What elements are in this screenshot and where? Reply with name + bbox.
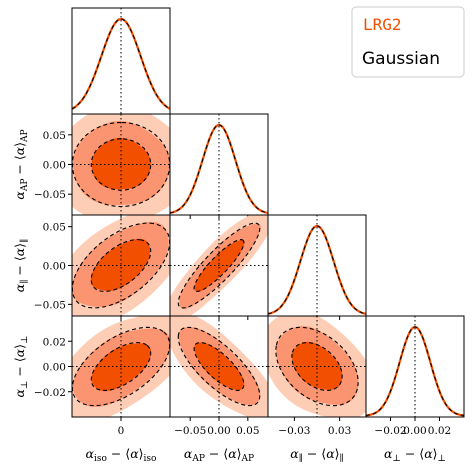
x-tick-label: −0.05 xyxy=(174,425,206,437)
panels-layer xyxy=(68,7,465,421)
y-axis-label-par: α∥ − ⟨α⟩∥ xyxy=(12,239,30,292)
x-axis-label-perp: α⊥ − ⟨α⟩⊥ xyxy=(384,446,446,464)
x-tick-label: 0.00 xyxy=(207,425,230,437)
panel-content xyxy=(170,316,268,417)
x-tick-label: 0 xyxy=(118,425,125,437)
contour-gaussian xyxy=(275,326,359,407)
x-tick-label: −0.03 xyxy=(278,425,310,437)
contour-gaussian xyxy=(177,222,261,309)
contour-gaussian xyxy=(90,342,152,391)
panel-content xyxy=(72,114,170,215)
x-tick-label: 0.00 xyxy=(403,425,426,437)
panel-perp-iso xyxy=(68,315,171,421)
panel-content xyxy=(72,8,170,114)
panel-AP-AP xyxy=(169,113,269,219)
y-tick-label: 0.00 xyxy=(43,261,66,273)
panel-content xyxy=(170,114,268,215)
panel-perp-AP xyxy=(169,315,269,421)
panel-perp-par xyxy=(267,315,367,421)
legend-entry-gaussian: Gaussian xyxy=(362,49,440,69)
panel-content xyxy=(268,316,366,417)
x-tick-label: 0.05 xyxy=(236,425,259,437)
marginal-curve-gaussian xyxy=(366,326,464,417)
x-axis-label-iso: αiso − ⟨α⟩iso xyxy=(86,446,157,464)
y-tick-label: 0.00 xyxy=(43,362,66,374)
contour-fill-lrg2 xyxy=(292,341,343,390)
panel-content xyxy=(72,316,170,417)
axis-labels-layer: −0.050.000.05−0.050.000.050−0.020.000.02… xyxy=(12,129,451,464)
y-tick-label: 0.00 xyxy=(43,160,66,172)
panel-frame xyxy=(365,315,465,418)
panel-AP-iso xyxy=(68,113,171,219)
contour-gaussian xyxy=(193,342,245,391)
contour-gaussian xyxy=(72,326,170,407)
y-tick-label: −0.05 xyxy=(34,299,66,311)
legend-entry-lrg2: LRG2 xyxy=(363,15,402,34)
y-tick-label: −0.05 xyxy=(34,189,66,201)
x-tick-label: 0.03 xyxy=(328,425,351,437)
marginal-curve-gaussian xyxy=(268,225,366,315)
y-axis-label-AP: αAP − ⟨α⟩AP xyxy=(12,129,30,199)
panel-content xyxy=(366,316,464,417)
contour-gaussian xyxy=(72,222,170,309)
panel-iso-iso xyxy=(71,7,171,118)
panel-par-iso xyxy=(68,214,171,320)
y-axis-label-perp: α⊥ − ⟨α⟩⊥ xyxy=(12,335,30,397)
y-tick-label: 0.05 xyxy=(43,130,66,142)
panel-frame xyxy=(267,214,367,317)
x-tick-label: 0.02 xyxy=(428,425,451,437)
contour-gaussian xyxy=(177,326,261,407)
contour-gaussian xyxy=(193,239,245,292)
x-axis-label-AP: αAP − ⟨α⟩AP xyxy=(184,446,254,464)
panel-par-AP xyxy=(169,214,269,320)
marginal-curve-gaussian xyxy=(72,18,170,110)
legend: LRG2 Gaussian xyxy=(351,6,465,78)
panel-content xyxy=(72,215,170,316)
contour-fill-lrg2 xyxy=(90,238,151,291)
contour-gaussian xyxy=(90,239,152,292)
panel-content xyxy=(268,215,366,316)
panel-content xyxy=(170,215,268,316)
x-axis-label-par: α∥ − ⟨α⟩∥ xyxy=(290,446,343,464)
contour-fill-lrg2 xyxy=(91,137,152,190)
panel-perp-perp xyxy=(365,315,465,421)
y-tick-label: 0.02 xyxy=(43,336,66,348)
y-tick-label: −0.02 xyxy=(34,387,66,399)
panel-par-par xyxy=(267,214,367,320)
legend-frame xyxy=(351,6,465,78)
contour-fill-lrg2 xyxy=(194,239,245,293)
panel-frame xyxy=(169,113,269,216)
x-tick-label: −0.02 xyxy=(374,425,406,437)
marginal-curve-gaussian xyxy=(170,124,268,214)
y-tick-label: 0.05 xyxy=(43,222,66,234)
